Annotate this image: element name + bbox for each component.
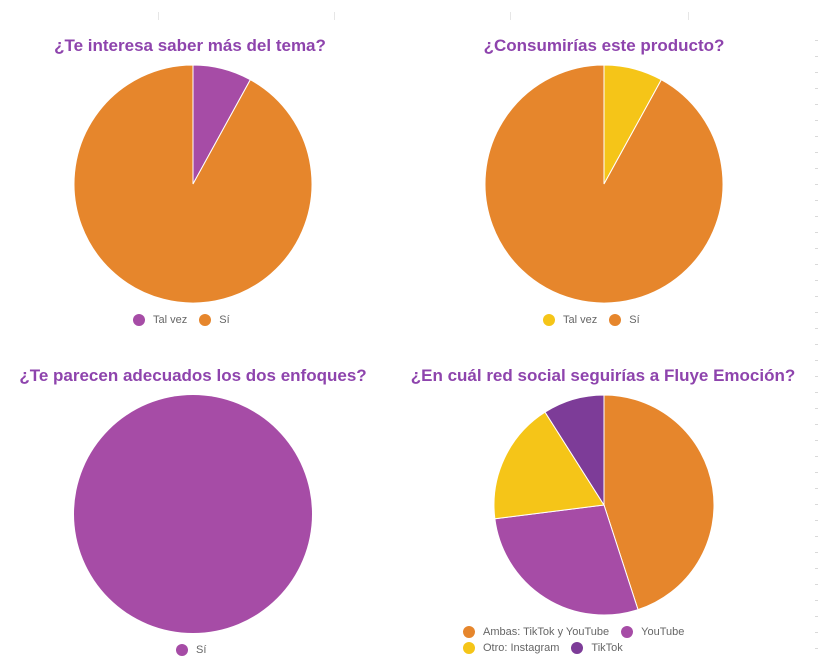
legend-label: Tal vez xyxy=(153,314,188,326)
legend-label: TikTok xyxy=(591,642,623,654)
decorative-edge-mark xyxy=(815,152,818,153)
decorative-edge-mark xyxy=(815,264,818,265)
decorative-tick xyxy=(158,12,159,20)
chart-title: ¿Te parecen adecuados los dos enfoques? xyxy=(19,366,367,385)
legend-swatch xyxy=(133,314,145,326)
decorative-edge-mark xyxy=(815,488,818,489)
legend-label: Ambas: TikTok y YouTube xyxy=(483,626,610,638)
chart-title: ¿Consumirías este producto? xyxy=(483,36,725,55)
legend-item-ambas-tiktok-y-youtube: Ambas: TikTok y YouTube xyxy=(463,626,609,638)
legend: Tal vez Sí xyxy=(543,314,652,330)
decorative-edge-mark xyxy=(815,648,818,649)
decorative-edge-mark xyxy=(815,376,818,377)
decorative-edge-mark xyxy=(815,136,818,137)
legend-item-tal-vez: Tal vez xyxy=(543,314,597,326)
legend-label: YouTube xyxy=(641,626,685,638)
decorative-edge-mark xyxy=(815,568,818,569)
decorative-edge-mark xyxy=(815,520,818,521)
legend-label: Tal vez xyxy=(563,314,598,326)
decorative-edge-mark xyxy=(815,328,818,329)
pie-slice-youtube xyxy=(494,504,639,616)
decorative-edge-mark xyxy=(815,120,818,121)
legend-label: Otro: Instagram xyxy=(483,642,560,654)
legend-row: Sí xyxy=(176,644,218,656)
decorative-edge-mark xyxy=(815,280,818,281)
pie-chart-approaches xyxy=(74,395,312,633)
legend-row: Tal vez Sí xyxy=(133,314,242,326)
decorative-edge-mark xyxy=(815,632,818,633)
decorative-edge-mark xyxy=(815,360,818,361)
decorative-edge-mark xyxy=(815,296,818,297)
decorative-tick xyxy=(510,12,511,20)
decorative-edge-mark xyxy=(815,616,818,617)
pie-chart-social-network xyxy=(493,394,715,616)
pie-slice-tiktok xyxy=(544,394,605,507)
chart-title: ¿En cuál red social seguirías a Fluye Em… xyxy=(410,366,796,385)
legend-swatch xyxy=(463,642,475,654)
decorative-edge-mark xyxy=(815,40,818,41)
decorative-edge-mark xyxy=(815,424,818,425)
legend-swatch xyxy=(609,314,622,326)
legend-item-otro-instagram: Otro: Instagram xyxy=(463,642,559,654)
legend-swatch xyxy=(543,314,555,326)
legend-label: Sí xyxy=(629,314,640,326)
decorative-edge-mark xyxy=(815,200,818,201)
pie-chart-consume xyxy=(484,64,724,304)
pie-slice-si xyxy=(73,64,313,304)
decorative-tick xyxy=(688,12,689,20)
decorative-edge-mark xyxy=(815,392,818,393)
legend-row: Ambas: TikTok y YouTube YouTube xyxy=(463,626,696,638)
legend: Ambas: TikTok y YouTube YouTube Otro: Inst… xyxy=(463,626,696,658)
decorative-edge-mark xyxy=(815,504,818,505)
legend-label: Sí xyxy=(196,644,207,656)
legend-label: Sí xyxy=(219,314,230,326)
decorative-edge-mark xyxy=(815,440,818,441)
decorative-edge-mark xyxy=(815,56,818,57)
legend-item-youtube: YouTube xyxy=(621,626,684,638)
legend-row: Tal vez Sí xyxy=(543,314,652,326)
legend-swatch xyxy=(176,644,188,656)
decorative-edge-mark xyxy=(815,72,818,73)
legend-item-si: Sí xyxy=(609,314,640,326)
decorative-edge-mark xyxy=(815,184,818,185)
legend-row: Otro: Instagram TikTok xyxy=(463,642,696,654)
decorative-edge-mark xyxy=(815,216,818,217)
decorative-edge-mark xyxy=(815,312,818,313)
decorative-edge-mark xyxy=(815,472,818,473)
legend: Tal vez Sí xyxy=(133,314,242,330)
legend-swatch xyxy=(571,642,584,654)
decorative-edge-mark xyxy=(815,536,818,537)
pie-slice-si xyxy=(484,64,724,304)
decorative-edge-mark xyxy=(815,88,818,89)
pie-slice-si xyxy=(74,395,312,633)
decorative-edge-mark xyxy=(815,552,818,553)
decorative-edge-mark xyxy=(815,600,818,601)
pie-slice-ambas-tiktok-y-youtube xyxy=(603,394,715,611)
decorative-edge-mark xyxy=(815,248,818,249)
legend-item-si: Sí xyxy=(176,644,206,656)
chart-title: ¿Te interesa saber más del tema? xyxy=(54,36,326,55)
decorative-edge-mark xyxy=(815,408,818,409)
decorative-edge-mark xyxy=(815,584,818,585)
decorative-edge-mark xyxy=(815,456,818,457)
decorative-edge-mark xyxy=(815,168,818,169)
decorative-edge-mark xyxy=(815,232,818,233)
legend-item-si: Sí xyxy=(199,314,230,326)
pie-chart-interest xyxy=(73,64,313,304)
legend-item-tal-vez: Tal vez xyxy=(133,314,187,326)
legend-swatch xyxy=(621,626,634,638)
decorative-edge-mark xyxy=(815,104,818,105)
legend-swatch xyxy=(199,314,212,326)
decorative-tick xyxy=(334,12,335,20)
legend-swatch xyxy=(463,626,475,638)
pie-slice-otro-instagram xyxy=(493,411,605,520)
legend: Sí xyxy=(176,644,218,660)
decorative-edge-mark xyxy=(815,344,818,345)
legend-item-tiktok: TikTok xyxy=(571,642,623,654)
